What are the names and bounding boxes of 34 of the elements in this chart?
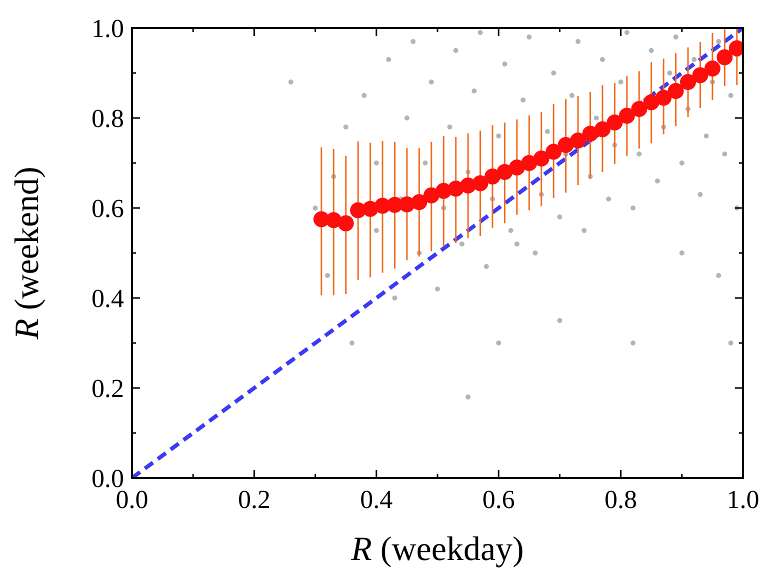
point [508, 160, 525, 176]
point [546, 144, 562, 160]
point [716, 49, 733, 66]
point [411, 194, 428, 210]
point [594, 121, 610, 138]
y-axis-title: R (weekend) [9, 166, 46, 340]
y-tick-label: 0.8 [92, 104, 124, 133]
point [631, 101, 648, 117]
y-tick-label: 1.0 [92, 14, 124, 43]
y-tick-label: 0.2 [92, 374, 124, 403]
point [521, 155, 538, 171]
point [338, 215, 354, 232]
point [643, 94, 660, 110]
x-tick-label: 1.0 [726, 485, 760, 514]
point [533, 150, 550, 166]
point [496, 164, 513, 180]
point [570, 132, 586, 148]
x-tick-label: 0.2 [238, 485, 270, 514]
x-tick-label: 0.8 [604, 485, 638, 514]
x-tick-label: 0.4 [360, 485, 393, 514]
point [680, 74, 696, 90]
x-tick-label: 0.6 [482, 485, 515, 514]
point [668, 83, 684, 99]
point [606, 114, 623, 130]
point [704, 60, 720, 76]
point [656, 90, 672, 106]
point [484, 168, 500, 184]
point [472, 175, 488, 192]
point [423, 187, 440, 204]
point [692, 67, 708, 84]
point [618, 108, 635, 124]
y-tick-label: 0.4 [92, 284, 124, 313]
x-axis-title: R (weekday) [350, 531, 524, 568]
y-tick-label: 0.6 [92, 194, 124, 223]
